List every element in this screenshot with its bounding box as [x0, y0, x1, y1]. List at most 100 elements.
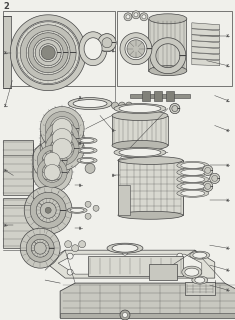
Ellipse shape: [118, 156, 183, 164]
Polygon shape: [58, 254, 202, 274]
Ellipse shape: [79, 32, 107, 66]
Bar: [112, 116, 168, 146]
Bar: [142, 91, 150, 100]
Circle shape: [20, 228, 60, 268]
Circle shape: [40, 126, 84, 170]
Circle shape: [67, 269, 73, 275]
Circle shape: [40, 116, 84, 160]
Polygon shape: [192, 35, 220, 42]
Circle shape: [140, 13, 148, 21]
Polygon shape: [45, 112, 79, 146]
Bar: [118, 160, 183, 215]
Circle shape: [118, 102, 125, 109]
Ellipse shape: [67, 207, 87, 213]
Circle shape: [126, 15, 130, 19]
Circle shape: [45, 207, 51, 213]
Ellipse shape: [185, 268, 199, 276]
Circle shape: [122, 313, 127, 317]
Ellipse shape: [112, 110, 168, 121]
Circle shape: [210, 173, 220, 183]
Bar: [166, 91, 174, 100]
Text: 2: 2: [3, 2, 9, 11]
Circle shape: [170, 104, 180, 114]
Circle shape: [41, 46, 55, 60]
Ellipse shape: [195, 277, 205, 283]
Ellipse shape: [112, 244, 138, 252]
Ellipse shape: [80, 158, 94, 163]
Circle shape: [52, 129, 72, 148]
Ellipse shape: [136, 106, 150, 112]
Bar: [88, 256, 183, 276]
Ellipse shape: [118, 211, 183, 219]
Circle shape: [98, 34, 116, 52]
Ellipse shape: [182, 266, 202, 278]
Bar: [148, 19, 186, 71]
Polygon shape: [120, 33, 152, 65]
Ellipse shape: [181, 169, 205, 175]
Ellipse shape: [181, 176, 205, 182]
Ellipse shape: [77, 138, 97, 143]
Circle shape: [127, 40, 145, 58]
Polygon shape: [20, 25, 76, 81]
Polygon shape: [170, 104, 180, 114]
Ellipse shape: [107, 243, 143, 253]
Polygon shape: [192, 23, 220, 30]
Circle shape: [85, 201, 91, 207]
Bar: [3, 11, 115, 86]
Ellipse shape: [181, 190, 205, 196]
Polygon shape: [10, 15, 86, 91]
Circle shape: [93, 205, 99, 211]
Bar: [154, 91, 162, 100]
Circle shape: [120, 310, 130, 320]
Ellipse shape: [84, 38, 102, 60]
Polygon shape: [35, 40, 61, 66]
Polygon shape: [30, 192, 66, 228]
Circle shape: [40, 202, 56, 218]
Circle shape: [124, 13, 132, 21]
Ellipse shape: [181, 163, 205, 168]
Ellipse shape: [192, 276, 208, 284]
Polygon shape: [37, 157, 67, 187]
Bar: [3, 140, 33, 195]
Polygon shape: [118, 185, 130, 215]
Polygon shape: [60, 283, 235, 318]
Ellipse shape: [149, 14, 187, 24]
Circle shape: [125, 102, 133, 109]
Circle shape: [142, 15, 146, 19]
Ellipse shape: [77, 148, 97, 153]
Polygon shape: [45, 122, 79, 156]
Ellipse shape: [193, 252, 207, 258]
Polygon shape: [185, 282, 215, 295]
Bar: [3, 198, 33, 248]
Circle shape: [134, 13, 138, 17]
Circle shape: [34, 242, 46, 254]
Ellipse shape: [177, 189, 209, 197]
Circle shape: [78, 241, 86, 248]
Ellipse shape: [73, 100, 107, 108]
Polygon shape: [192, 41, 220, 48]
Bar: [60, 313, 235, 318]
Bar: [3, 16, 11, 88]
Circle shape: [132, 11, 140, 19]
Polygon shape: [203, 165, 213, 175]
Circle shape: [24, 186, 72, 234]
Polygon shape: [192, 47, 220, 54]
Circle shape: [122, 249, 128, 255]
Circle shape: [52, 139, 72, 158]
Polygon shape: [45, 250, 215, 278]
Ellipse shape: [133, 105, 153, 113]
Circle shape: [32, 140, 72, 180]
Bar: [149, 264, 177, 280]
Polygon shape: [150, 38, 186, 74]
Ellipse shape: [114, 104, 166, 114]
Circle shape: [32, 152, 72, 192]
Ellipse shape: [190, 251, 210, 259]
Circle shape: [52, 118, 72, 139]
Polygon shape: [37, 146, 67, 175]
Circle shape: [44, 152, 60, 168]
Ellipse shape: [68, 98, 112, 109]
Circle shape: [67, 253, 73, 259]
Circle shape: [85, 164, 95, 173]
Polygon shape: [203, 181, 213, 191]
Circle shape: [203, 165, 213, 175]
